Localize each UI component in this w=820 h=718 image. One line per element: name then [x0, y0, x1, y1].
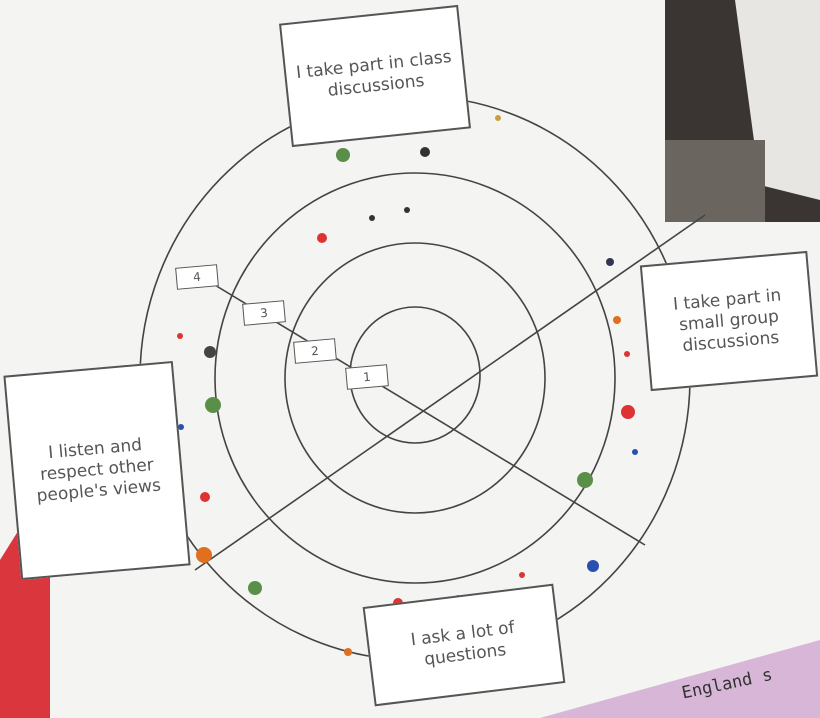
dot — [621, 405, 635, 419]
dot — [344, 648, 352, 656]
page: I take part in class discussions I take … — [0, 0, 820, 718]
ring-3 — [215, 173, 615, 583]
dots — [177, 115, 638, 656]
dot — [205, 397, 221, 413]
dot — [248, 581, 262, 595]
ring-label: 3 — [242, 300, 286, 326]
dot — [369, 215, 375, 221]
segment-label: I take part in class discussions — [279, 5, 471, 147]
dot — [632, 449, 638, 455]
dot — [177, 333, 183, 339]
ring-outer — [140, 96, 690, 660]
target — [140, 96, 705, 660]
ring-label: 4 — [175, 264, 219, 290]
dot — [606, 258, 614, 266]
dot — [204, 346, 216, 358]
dot — [624, 351, 630, 357]
dot — [577, 472, 593, 488]
dot — [420, 147, 430, 157]
dot — [404, 207, 410, 213]
dot — [178, 424, 184, 430]
dot — [317, 233, 327, 243]
ring-label: 2 — [293, 338, 337, 364]
pink-strip — [540, 640, 820, 718]
ring-label: 1 — [345, 364, 389, 390]
ring-2 — [285, 243, 545, 513]
dot — [613, 316, 621, 324]
divider — [195, 215, 705, 570]
dot — [519, 572, 525, 578]
segment-label: I take part in small group discussions — [640, 251, 818, 391]
dot — [200, 492, 210, 502]
segment-label: I listen and respect other people's view… — [3, 361, 190, 580]
dot — [336, 148, 350, 162]
photo-hand — [665, 140, 765, 222]
dot — [495, 115, 501, 121]
dot — [587, 560, 599, 572]
dot — [196, 547, 212, 563]
